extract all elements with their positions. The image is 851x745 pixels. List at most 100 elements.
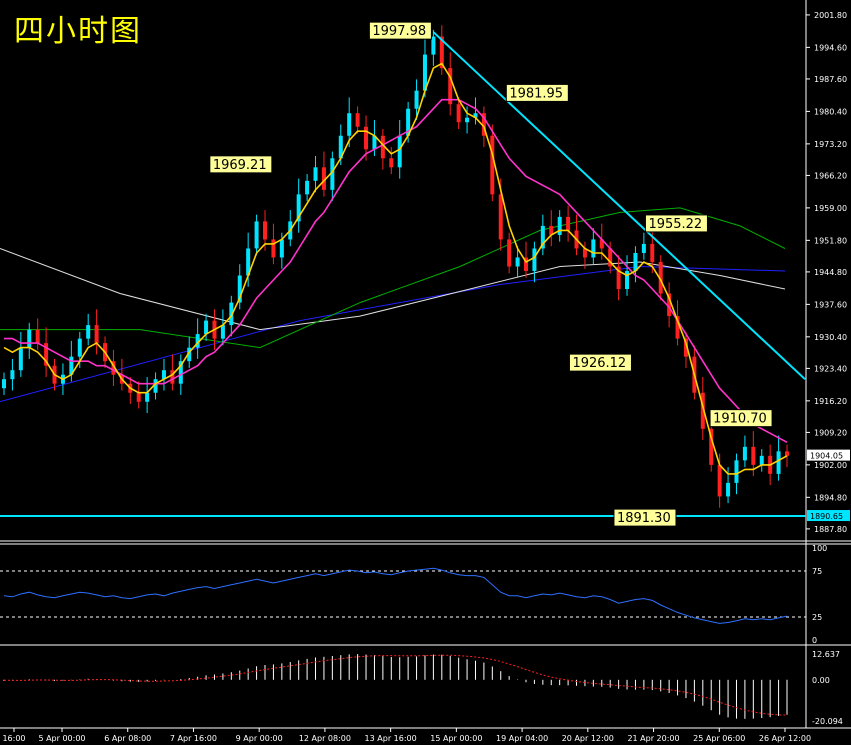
candle-body (372, 135, 377, 150)
candle-body (187, 347, 192, 362)
candle-body (94, 325, 99, 344)
candle-body (237, 275, 242, 303)
macd-tick-label: 12.637 (812, 650, 840, 659)
candle-body (414, 90, 419, 109)
candle-body (380, 135, 385, 159)
candle-body (709, 428, 714, 465)
price-annotation-box (568, 353, 632, 372)
x-tick-label: 6 Apr 08:00 (104, 734, 151, 743)
ma-green-line (0, 207, 786, 349)
y-tick-label: 1902.00 (814, 461, 847, 470)
candle-body (608, 248, 613, 267)
price-annotation-box (613, 508, 677, 527)
candle-body (229, 302, 234, 326)
price-annotation-box (505, 83, 569, 102)
candle-body (347, 113, 352, 136)
candle-body (498, 194, 503, 240)
candle-body (675, 316, 680, 339)
candle-body (145, 392, 150, 402)
current-price-tag (807, 449, 850, 461)
chart-title: 四小时图 (14, 14, 142, 49)
candle-body (439, 36, 444, 69)
price-annotation-label: 1910.70 (713, 412, 767, 427)
ma-blue-line (0, 265, 786, 403)
candle-body (540, 225, 545, 249)
candle-body (195, 334, 200, 348)
candle-body (625, 271, 630, 290)
candle-body (254, 221, 259, 249)
candle-body (776, 451, 781, 474)
trendline (432, 31, 806, 380)
y-tick-label: 1994.60 (814, 43, 847, 52)
candle-body (532, 248, 537, 271)
candle-body (397, 135, 402, 168)
candle-body (44, 343, 49, 366)
candle-body (507, 239, 512, 267)
candle-body (170, 370, 175, 384)
candle-body (279, 239, 284, 258)
y-tick-label: 1959.00 (814, 204, 847, 213)
candle-body (465, 117, 470, 123)
x-tick-label: 21 Apr 20:00 (627, 734, 679, 743)
support-price-label: 1890.65 (810, 512, 843, 521)
candle-body (10, 370, 15, 380)
candle-body (599, 239, 604, 249)
current-price-label: 1904.05 (810, 452, 843, 461)
price-annotation-label: 1955.22 (648, 217, 702, 232)
x-tick-label: 26 Apr 12:00 (759, 734, 811, 743)
candle-body (658, 261, 663, 294)
candle-body (389, 158, 394, 168)
candle-body (136, 392, 141, 402)
x-tick-label: 13 Apr 16:00 (365, 734, 417, 743)
support-price-tag (807, 510, 850, 522)
price-annotation-box (209, 155, 273, 174)
candle-body (515, 257, 520, 267)
candle-body (86, 325, 91, 339)
candle-body (263, 221, 267, 240)
candle-body (296, 194, 301, 222)
candle-body (338, 135, 343, 159)
price-annotation-label: 1997.98 (372, 24, 426, 39)
price-annotation-label: 1981.95 (509, 86, 563, 101)
candle-body (726, 482, 731, 497)
candle-body (650, 243, 655, 262)
price-annotation-box (368, 21, 432, 40)
price-annotation-label: 1926.12 (572, 356, 626, 371)
candle-body (406, 108, 411, 136)
x-tick-label: 20 Apr 12:00 (562, 734, 614, 743)
candle-body (481, 113, 486, 136)
rsi-tick-label: 0 (812, 636, 817, 645)
y-tick-label: 2001.80 (814, 11, 847, 20)
candle-body (220, 325, 225, 339)
y-tick-label: 1966.20 (814, 171, 847, 180)
x-tick-label: 19 Apr 04:00 (496, 734, 548, 743)
y-tick-label: 1987.60 (814, 75, 847, 84)
y-tick-label: 1937.60 (814, 300, 847, 309)
y-tick-label: 1887.80 (814, 525, 847, 534)
candle-body (717, 464, 722, 497)
candle-body (153, 379, 158, 393)
candle-body (785, 451, 789, 456)
candle-body (582, 248, 587, 258)
price-annotation-label: 1891.30 (617, 511, 671, 526)
y-tick-label: 1909.20 (814, 428, 847, 437)
y-tick-label: 1944.80 (814, 268, 847, 277)
candle-body (700, 392, 705, 429)
candle-body (549, 225, 554, 235)
price-annotation-box (644, 214, 708, 233)
candle-body (271, 239, 276, 258)
candle-body (321, 167, 326, 190)
candle-body (667, 293, 672, 317)
x-tick-label: 25 Apr 06:00 (693, 734, 745, 743)
candle-body (456, 104, 461, 123)
y-tick-label: 1973.20 (814, 140, 847, 149)
price-annotation-label: 1969.21 (213, 158, 267, 173)
x-tick-label: 5 Apr 00:00 (38, 734, 85, 743)
candle-body (431, 36, 436, 55)
candle-body (77, 338, 82, 357)
y-tick-label: 1916.20 (814, 397, 847, 406)
candle-body (448, 68, 453, 105)
ma-white-line (0, 248, 786, 331)
